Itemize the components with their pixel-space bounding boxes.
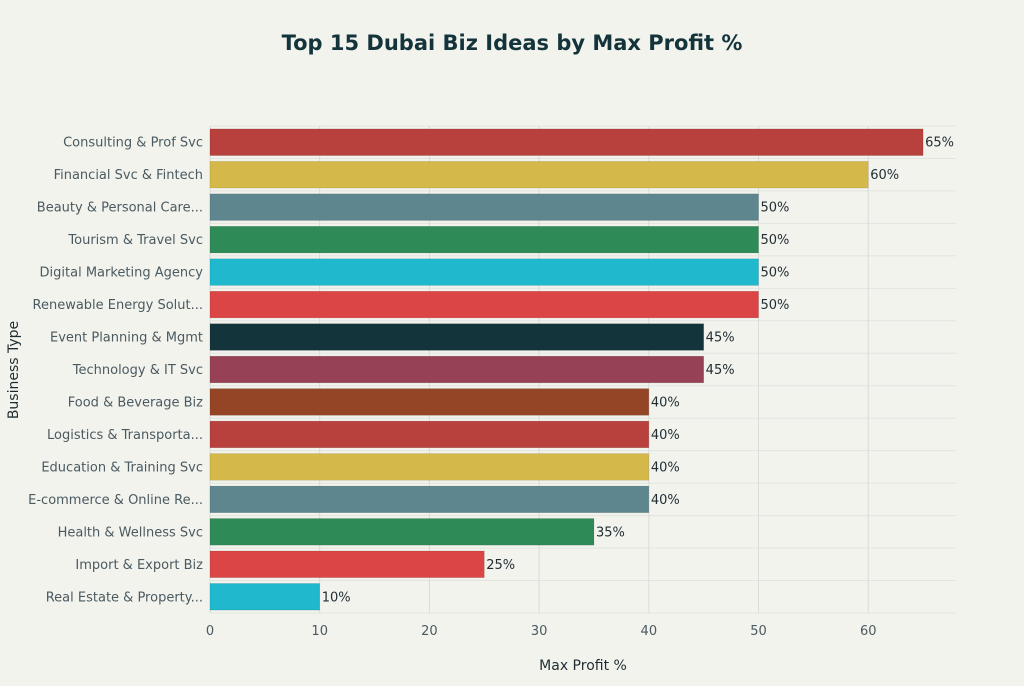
category-label: Logistics & Transporta... [47,428,203,443]
y-axis-title: Business Type [6,321,22,419]
x-tick-label: 40 [641,624,658,639]
bar[interactable] [209,128,924,156]
bar[interactable] [209,583,321,611]
category-label: Renewable Energy Solut... [33,298,203,313]
category-label: Event Planning & Mgmt [50,331,203,346]
value-label: 50% [761,233,790,248]
value-label: 40% [651,493,680,508]
category-label: Financial Svc & Fintech [54,168,203,183]
x-tick-label: 20 [421,624,438,639]
bar[interactable] [209,485,650,513]
category-label: E-commerce & Online Re... [28,493,203,508]
bar[interactable] [209,193,759,221]
category-label: Digital Marketing Agency [40,266,204,281]
category-label: Consulting & Prof Svc [63,136,203,151]
bar[interactable] [209,323,704,351]
bar[interactable] [209,550,485,578]
value-label: 40% [651,460,680,475]
x-tick-label: 0 [206,624,214,639]
category-label: Tourism & Travel Svc [67,233,203,248]
value-label: 35% [596,525,625,540]
value-label: 60% [870,168,899,183]
category-label: Technology & IT Svc [72,363,203,378]
category-label: Food & Beverage Biz [68,395,203,410]
bar[interactable] [209,161,869,189]
bar[interactable] [209,420,650,449]
category-label: Education & Training Svc [41,460,203,475]
bar[interactable] [209,290,759,319]
x-tick-label: 10 [311,624,328,639]
bar[interactable] [209,453,650,481]
value-label: 50% [761,266,790,281]
value-label: 45% [706,363,735,378]
bar[interactable] [209,388,650,416]
bar[interactable] [209,258,759,286]
bars-layer [209,128,924,611]
bar[interactable] [209,518,595,546]
bar[interactable] [209,355,704,384]
category-label: Import & Export Biz [75,558,203,573]
value-label: 50% [761,298,790,313]
bar[interactable] [209,226,759,254]
value-label: 40% [651,428,680,443]
x-tick-label: 60 [860,624,877,639]
value-label: 10% [322,590,351,605]
value-label: 50% [761,201,790,216]
value-label: 25% [486,558,515,573]
value-label: 45% [706,331,735,346]
category-label: Health & Wellness Svc [58,525,203,540]
labels-layer: 0 10 20 30 40 50 60 Consulting & Prof Svc 65% Fin… [28,136,954,639]
chart-title: Top 15 Dubai Biz Ideas by Max Profit % [282,31,743,55]
value-label: 40% [651,395,680,410]
category-label: Beauty & Personal Care... [37,201,203,216]
category-label: Real Estate & Property... [46,590,203,605]
x-axis-title: Max Profit % [539,658,627,674]
x-tick-label: 30 [531,624,548,639]
x-tick-label: 50 [750,624,767,639]
value-label: 65% [925,136,954,151]
